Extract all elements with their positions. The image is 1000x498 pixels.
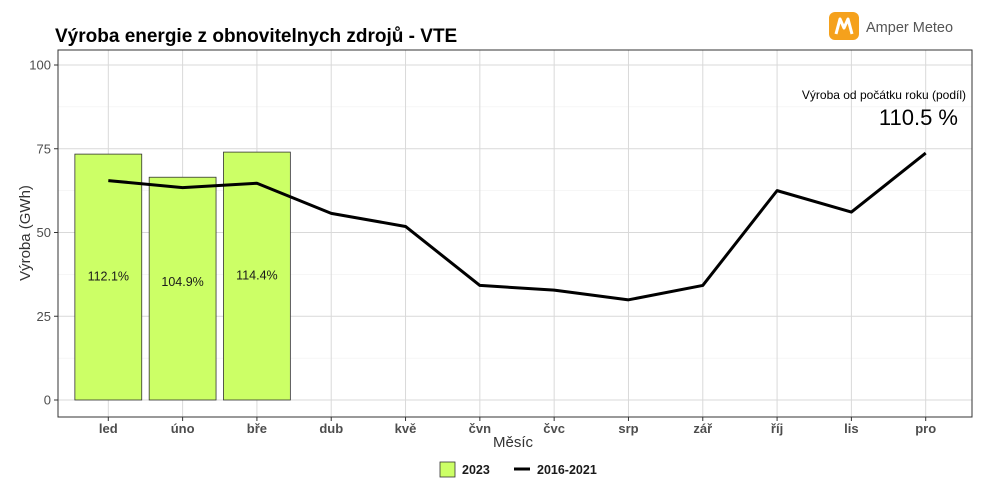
legend-swatch-bar: [439, 461, 456, 478]
x-tick-label-pro: pro: [915, 421, 936, 436]
x-tick-label-bře: bře: [247, 421, 267, 436]
bar-value-label: 114.4%: [236, 268, 277, 282]
y-tick-label: 0: [44, 393, 51, 408]
y-axis-label: Výroba (GWh): [17, 185, 34, 281]
y-tick-label: 75: [37, 141, 51, 156]
bar-úno: [148, 176, 217, 401]
x-tick-label-kvě: kvě: [395, 421, 417, 436]
brand-name: Amper Meteo: [866, 20, 953, 36]
bar-led: [74, 153, 143, 401]
x-tick-label-lis: lis: [844, 421, 858, 436]
plot-border: [57, 49, 973, 418]
bar-value-label: 112.1%: [88, 269, 129, 283]
brand-logo: Amper Meteo: [829, 12, 953, 40]
chart-title: Výroba energie z obnovitelnych zdrojů - …: [55, 26, 457, 47]
bar-value-label: 104.9%: [161, 275, 203, 289]
x-tick-label-dub: dub: [319, 421, 343, 436]
amper-meteo-logo-mark: [834, 17, 854, 35]
legend: 2023 2016-2021: [439, 461, 597, 478]
y-tick-label: 100: [29, 58, 51, 73]
annotation-value: 110.5 %: [879, 105, 958, 130]
legend-label-2016-2021: 2016-2021: [537, 463, 597, 477]
plot-area: 112.1% 104.9% 114.4% 0 25 50 75 100 led úno bře dub…: [29, 49, 973, 436]
x-axis-label: Měsíc: [493, 434, 534, 451]
x-tick-label-zář: zář: [693, 421, 713, 436]
x-tick-label-říj: říj: [771, 421, 783, 436]
x-tick-label-čvn: čvn: [469, 421, 491, 436]
x-tick-label-čvc: čvc: [543, 421, 565, 436]
y-tick-label: 50: [37, 225, 51, 240]
annotation-label: Výroba od počátku roku (podíl): [802, 88, 966, 102]
series-line-2016-2021: [108, 151, 927, 302]
y-tick-label: 25: [37, 309, 51, 324]
x-tick-label-srp: srp: [618, 421, 638, 436]
legend-label-2023: 2023: [462, 463, 490, 477]
x-tick-label-led: led: [99, 421, 118, 436]
x-tick-label-úno: úno: [171, 421, 195, 436]
